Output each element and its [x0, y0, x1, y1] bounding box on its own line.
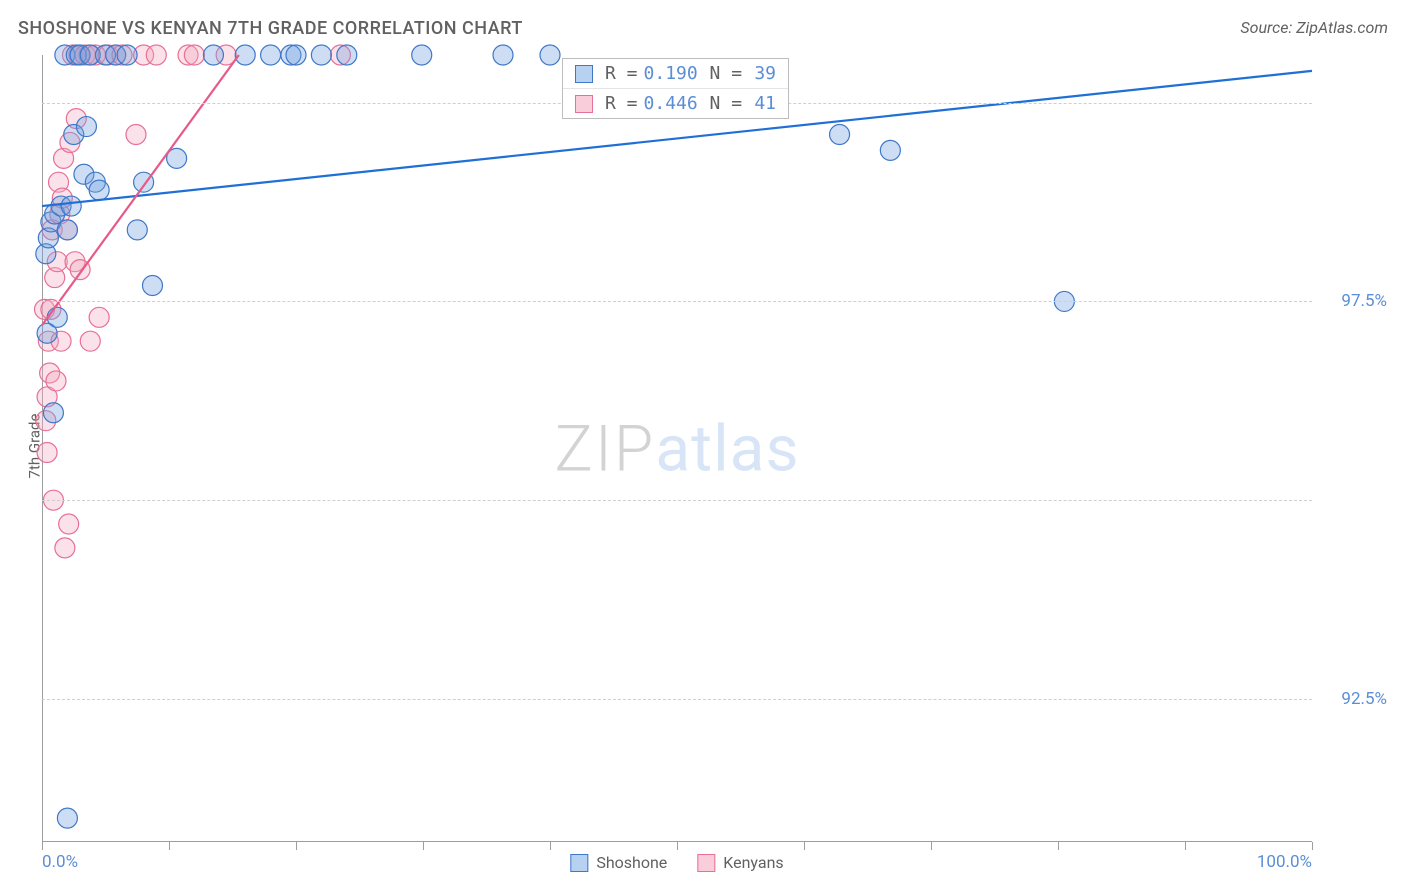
x-tick: [423, 842, 424, 850]
stats-n-label: N =: [710, 93, 743, 114]
data-point: [117, 45, 137, 65]
legend-swatch-shoshone: [570, 854, 588, 872]
x-tick: [169, 842, 170, 850]
stats-row-shoshone: R = 0.190 N = 39: [563, 59, 788, 88]
x-tick: [677, 842, 678, 850]
data-point: [146, 45, 166, 65]
legend-item-kenyans: Kenyans: [697, 853, 783, 872]
grid-line: [42, 500, 1312, 501]
data-point: [55, 538, 75, 558]
x-tick: [804, 842, 805, 850]
stats-r-label: R =: [605, 93, 638, 114]
legend-item-shoshone: Shoshone: [570, 853, 667, 872]
data-point: [184, 45, 204, 65]
data-point: [57, 808, 77, 828]
stats-r-value-shoshone: 0.190: [644, 63, 704, 84]
correlation-stats-box: R = 0.190 N = 39 R = 0.446 N = 41: [562, 58, 789, 119]
scatter-svg: [42, 55, 1312, 842]
data-point: [61, 196, 81, 216]
data-point: [311, 45, 331, 65]
x-tick-label: 0.0%: [42, 852, 78, 872]
x-tick: [42, 842, 43, 850]
stats-n-value-kenyans: 41: [748, 93, 776, 114]
data-point: [89, 180, 109, 200]
data-point: [76, 117, 96, 137]
data-point: [126, 124, 146, 144]
y-tick-label: 97.5%: [1341, 291, 1387, 311]
data-point: [337, 45, 357, 65]
stats-n-value-shoshone: 39: [748, 63, 776, 84]
data-point: [286, 45, 306, 65]
data-point: [57, 220, 77, 240]
stats-swatch-shoshone: [575, 65, 593, 83]
stats-r-value-kenyans: 0.446: [644, 93, 704, 114]
data-point: [412, 45, 432, 65]
data-point: [493, 45, 513, 65]
grid-line: [42, 699, 1312, 700]
x-tick: [1058, 842, 1059, 850]
data-point: [59, 514, 79, 534]
x-tick: [1185, 842, 1186, 850]
x-tick: [1312, 842, 1313, 850]
x-tick-label: 100.0%: [1257, 852, 1312, 872]
data-point: [142, 276, 162, 296]
plot-area: ZIPatlas Shoshone Kenyans 92.5%97.5%0.0%…: [42, 55, 1312, 842]
source-credit: Source: ZipAtlas.com: [1240, 18, 1388, 37]
data-point: [203, 45, 223, 65]
chart-title: SHOSHONE VS KENYAN 7TH GRADE CORRELATION…: [18, 18, 523, 39]
legend-label-kenyans: Kenyans: [723, 853, 783, 872]
trend-line: [42, 55, 239, 325]
data-point: [89, 307, 109, 327]
grid-line: [42, 301, 1312, 302]
data-point: [540, 45, 560, 65]
stats-row-kenyans: R = 0.446 N = 41: [563, 88, 788, 118]
stats-r-label: R =: [605, 63, 638, 84]
data-point: [47, 307, 67, 327]
stats-swatch-kenyans: [575, 95, 593, 113]
data-point: [37, 442, 57, 462]
legend-bottom: Shoshone Kenyans: [570, 853, 783, 872]
x-tick: [296, 842, 297, 850]
x-tick: [550, 842, 551, 850]
y-tick-label: 92.5%: [1341, 689, 1387, 709]
legend-label-shoshone: Shoshone: [596, 853, 667, 872]
data-point: [127, 220, 147, 240]
data-point: [880, 140, 900, 160]
data-point: [43, 403, 63, 423]
stats-n-label: N =: [710, 63, 743, 84]
x-tick: [931, 842, 932, 850]
chart-container: SHOSHONE VS KENYAN 7TH GRADE CORRELATION…: [0, 0, 1406, 892]
data-point: [46, 371, 66, 391]
data-point: [261, 45, 281, 65]
data-point: [830, 124, 850, 144]
legend-swatch-kenyans: [697, 854, 715, 872]
data-point: [80, 331, 100, 351]
